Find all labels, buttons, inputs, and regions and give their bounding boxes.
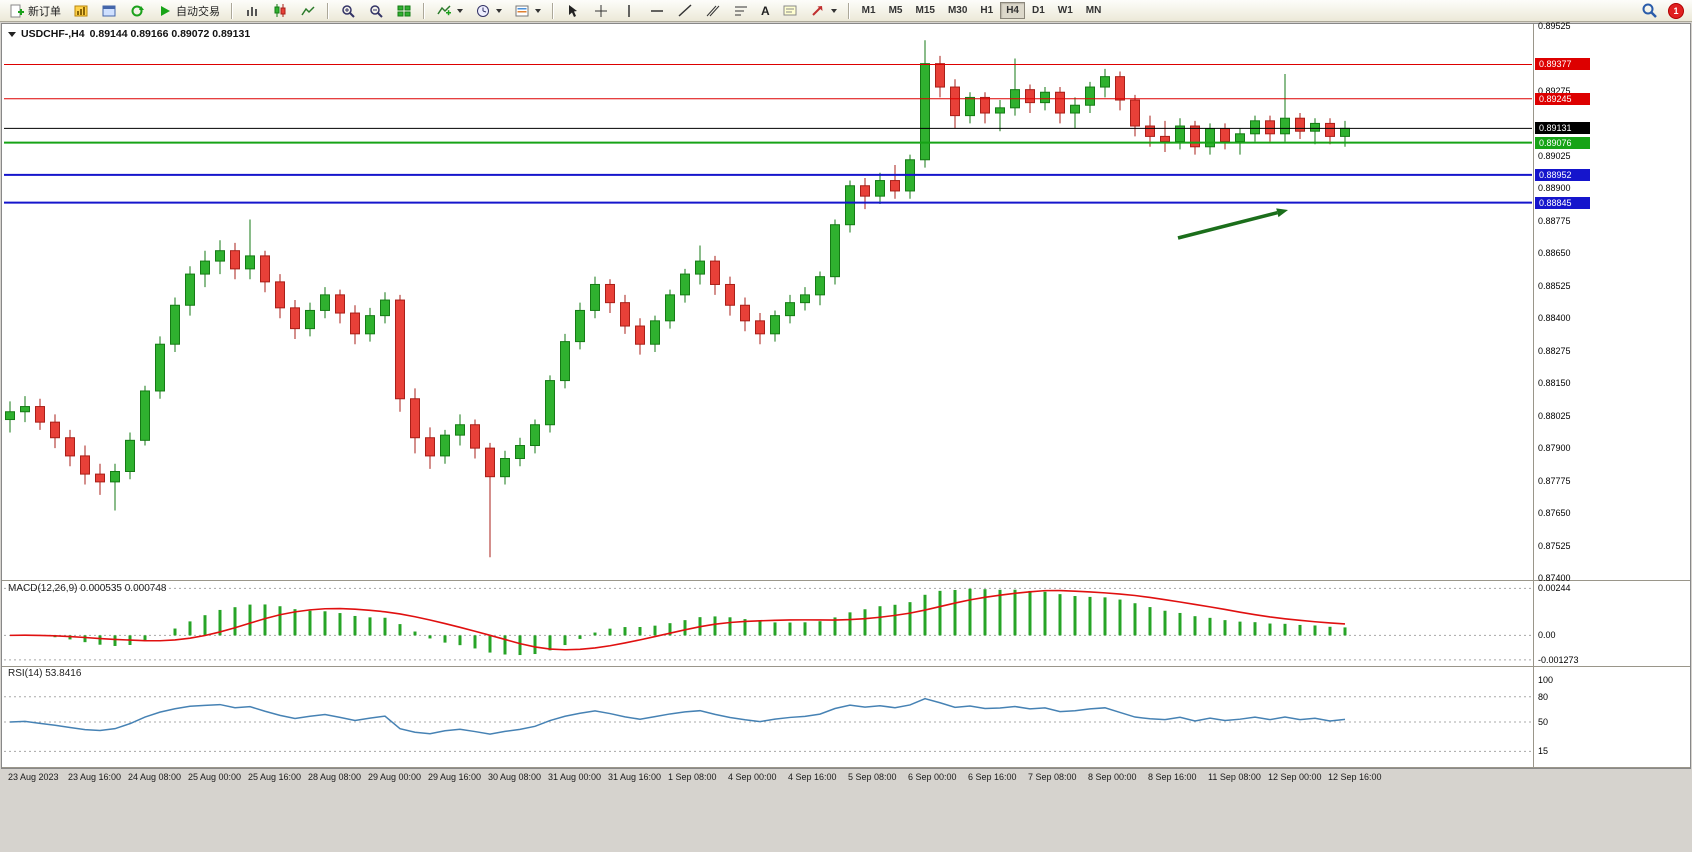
channel-icon <box>705 3 721 19</box>
time-axis-label: 25 Aug 00:00 <box>188 772 242 782</box>
arrow-symbol-icon <box>810 3 826 19</box>
search-button[interactable] <box>1636 2 1662 20</box>
chevron-down-icon <box>496 8 502 13</box>
time-axis-label: 4 Sep 16:00 <box>788 772 837 782</box>
time-axis-label: 29 Aug 00:00 <box>368 772 422 782</box>
time-axis-label: 8 Sep 16:00 <box>1148 772 1197 782</box>
timeframe-h4-button[interactable]: H4 <box>1000 2 1025 19</box>
time-axis-label: 11 Sep 08:00 <box>1208 772 1261 782</box>
clock-icon <box>475 3 491 19</box>
horizontal-line-icon <box>649 3 665 19</box>
market-watch-icon <box>73 3 89 19</box>
trendline-icon <box>677 3 693 19</box>
market-watch-button[interactable] <box>68 2 94 20</box>
time-axis-label: 8 Sep 00:00 <box>1088 772 1137 782</box>
label-tool-button[interactable] <box>777 2 803 20</box>
time-axis-label: 31 Aug 00:00 <box>548 772 602 782</box>
new-order-button[interactable]: 新订单 <box>4 2 66 20</box>
time-axis-label: 23 Aug 2023 <box>8 772 59 782</box>
time-axis-label: 6 Sep 16:00 <box>968 772 1017 782</box>
timeframe-w1-button[interactable]: W1 <box>1052 2 1079 19</box>
time-axis-label: 5 Sep 08:00 <box>848 772 897 782</box>
refresh-button[interactable] <box>124 2 150 20</box>
text-tool-button[interactable]: A <box>756 2 775 20</box>
toolbar: 新订单 自动交易 <box>0 0 1692 22</box>
time-axis-label: 6 Sep 00:00 <box>908 772 957 782</box>
trendline-tool-button[interactable] <box>672 2 698 20</box>
toolbar-separator <box>423 2 425 19</box>
toolbar-separator <box>552 2 554 19</box>
new-order-icon <box>9 3 25 19</box>
indicators-button[interactable] <box>431 2 468 20</box>
time-axis-label: 12 Sep 00:00 <box>1268 772 1322 782</box>
time-axis-label: 12 Sep 16:00 <box>1328 772 1382 782</box>
bar-chart-button[interactable] <box>239 2 265 20</box>
time-axis-label: 28 Aug 08:00 <box>308 772 362 782</box>
fibonacci-tool-button[interactable] <box>728 2 754 20</box>
periods-button[interactable] <box>470 2 507 20</box>
refresh-icon <box>129 3 145 19</box>
tile-windows-button[interactable] <box>391 2 417 20</box>
line-chart-icon <box>300 3 316 19</box>
new-order-label: 新订单 <box>28 5 61 18</box>
toolbar-separator <box>327 2 329 19</box>
cursor-tool-button[interactable] <box>560 2 586 20</box>
indicators-icon <box>436 3 452 19</box>
channel-tool-button[interactable] <box>700 2 726 20</box>
crosshair-icon <box>593 3 609 19</box>
timeframe-mn-button[interactable]: MN <box>1080 2 1108 19</box>
chart-window[interactable] <box>1 23 1691 769</box>
time-axis-label: 7 Sep 08:00 <box>1028 772 1077 782</box>
zoom-out-button[interactable] <box>363 2 389 20</box>
line-chart-button[interactable] <box>295 2 321 20</box>
label-icon <box>782 3 798 19</box>
timeframe-m5-button[interactable]: M5 <box>883 2 909 19</box>
horizontal-line-tool-button[interactable] <box>644 2 670 20</box>
vertical-line-tool-button[interactable] <box>616 2 642 20</box>
timeframe-m1-button[interactable]: M1 <box>856 2 882 19</box>
toolbar-right-group: 1 <box>1636 2 1688 20</box>
chevron-down-icon <box>457 8 463 13</box>
candlestick-chart-button[interactable] <box>267 2 293 20</box>
time-axis-label: 29 Aug 16:00 <box>428 772 482 782</box>
timeframe-d1-button[interactable]: D1 <box>1026 2 1051 19</box>
auto-trading-label: 自动交易 <box>176 5 220 18</box>
timeframe-h1-button[interactable]: H1 <box>974 2 999 19</box>
timeframe-group: M1 M5 M15 M30 H1 H4 D1 W1 MN <box>856 2 1108 19</box>
timeframe-m30-button[interactable]: M30 <box>942 2 973 19</box>
notification-badge[interactable]: 1 <box>1668 2 1684 19</box>
zoom-in-icon <box>340 3 356 19</box>
toolbar-separator <box>231 2 233 19</box>
auto-trading-button[interactable]: 自动交易 <box>152 2 225 20</box>
time-axis-label: 24 Aug 08:00 <box>128 772 182 782</box>
zoom-in-button[interactable] <box>335 2 361 20</box>
crosshair-tool-button[interactable] <box>588 2 614 20</box>
bar-chart-icon <box>244 3 260 19</box>
data-window-icon <box>101 3 117 19</box>
data-window-button[interactable] <box>96 2 122 20</box>
search-icon <box>1641 3 1657 19</box>
time-axis-label: 1 Sep 08:00 <box>668 772 717 782</box>
text-tool-icon: A <box>761 3 770 18</box>
vertical-line-icon <box>621 3 637 19</box>
templates-button[interactable] <box>509 2 546 20</box>
zoom-out-icon <box>368 3 384 19</box>
play-icon <box>157 3 173 19</box>
time-axis-label: 25 Aug 16:00 <box>248 772 302 782</box>
time-axis-label: 31 Aug 16:00 <box>608 772 662 782</box>
timeframe-m15-button[interactable]: M15 <box>909 2 940 19</box>
time-axis-label: 30 Aug 08:00 <box>488 772 542 782</box>
arrow-tools-button[interactable] <box>805 2 842 20</box>
toolbar-separator <box>847 2 850 19</box>
chevron-down-icon <box>830 8 837 13</box>
fibonacci-icon <box>733 3 749 19</box>
tile-windows-icon <box>396 3 412 19</box>
time-axis-label: 23 Aug 16:00 <box>68 772 122 782</box>
candlestick-chart-icon <box>272 3 288 19</box>
templates-icon <box>514 3 530 19</box>
chevron-down-icon <box>535 8 541 13</box>
cursor-icon <box>565 3 581 19</box>
time-axis-label: 4 Sep 00:00 <box>728 772 777 782</box>
